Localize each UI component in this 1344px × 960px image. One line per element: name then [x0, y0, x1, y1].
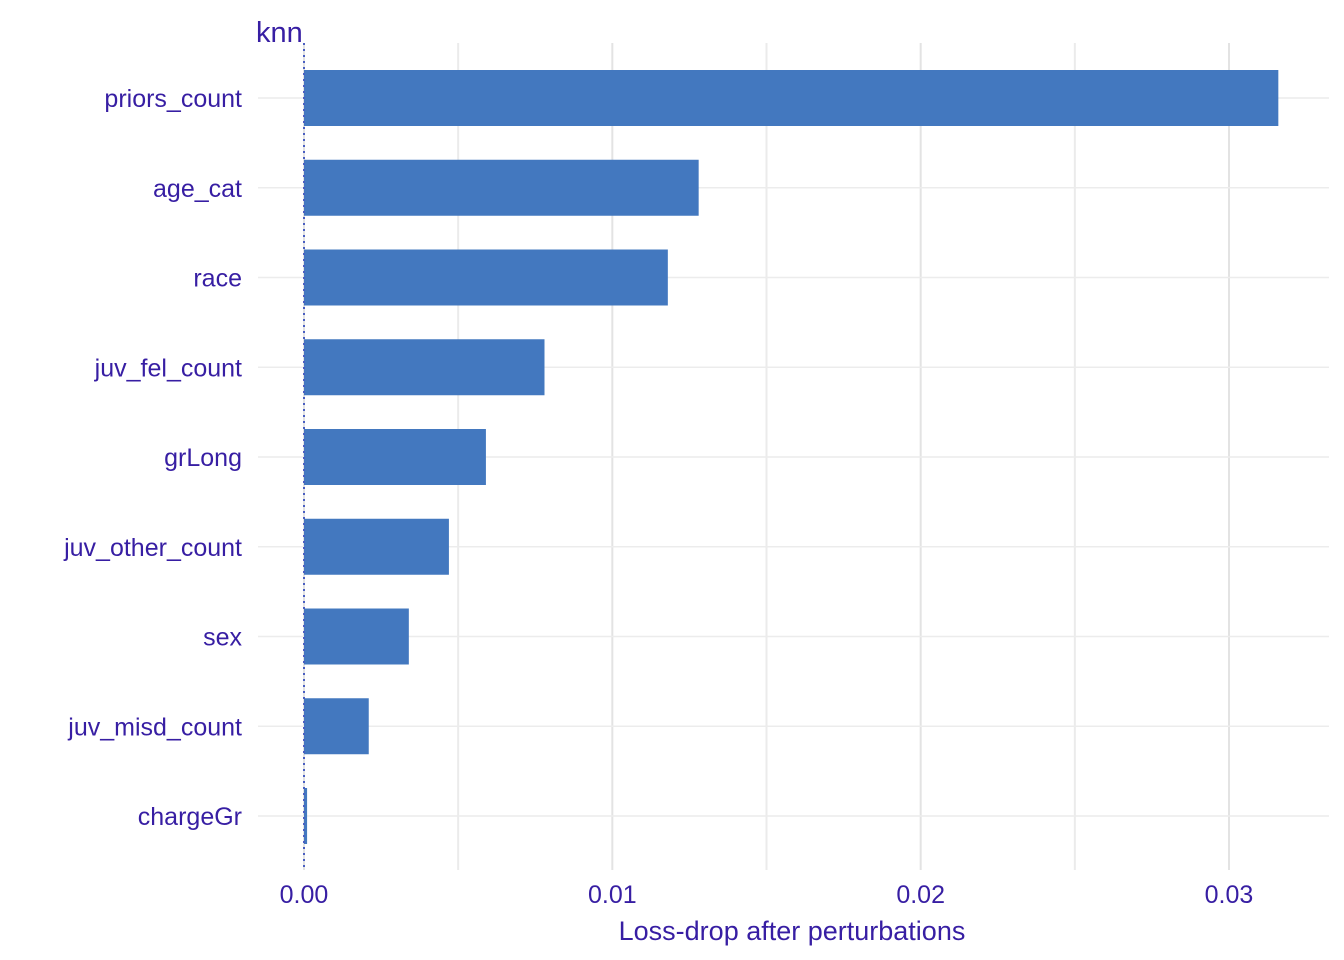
y-tick-label: age_cat [153, 175, 242, 203]
y-tick-label: juv_misd_count [67, 713, 242, 741]
x-axis-title: Loss-drop after perturbations [619, 916, 966, 946]
y-tick-label: chargeGr [138, 803, 242, 831]
bar-race [304, 249, 668, 306]
x-tick-label: 0.00 [280, 881, 329, 909]
bars [304, 70, 1279, 844]
bar-chargeGr [304, 788, 308, 844]
bar-juv-other-count [304, 518, 449, 575]
x-tick-label: 0.01 [588, 881, 637, 909]
bar-grLong [304, 429, 486, 485]
bar-sex [304, 608, 409, 665]
bar-priors-count [304, 70, 1279, 126]
x-tick-label: 0.02 [896, 881, 945, 909]
bar-age-cat [304, 159, 699, 216]
x-tick-labels: 0.00 0.01 0.02 0.03 [280, 881, 1254, 909]
y-tick-label: grLong [164, 444, 242, 472]
y-tick-label: juv_other_count [63, 534, 242, 562]
y-tick-label: sex [203, 624, 242, 652]
y-tick-label: race [193, 265, 242, 293]
x-tick-label: 0.03 [1205, 881, 1254, 909]
y-tick-label: priors_count [104, 85, 242, 113]
bar-juv-fel-count [304, 339, 545, 396]
bar-juv-misd-count [304, 698, 369, 755]
y-tick-label: juv_fel_count [94, 354, 242, 382]
facet-title: knn [256, 17, 303, 49]
